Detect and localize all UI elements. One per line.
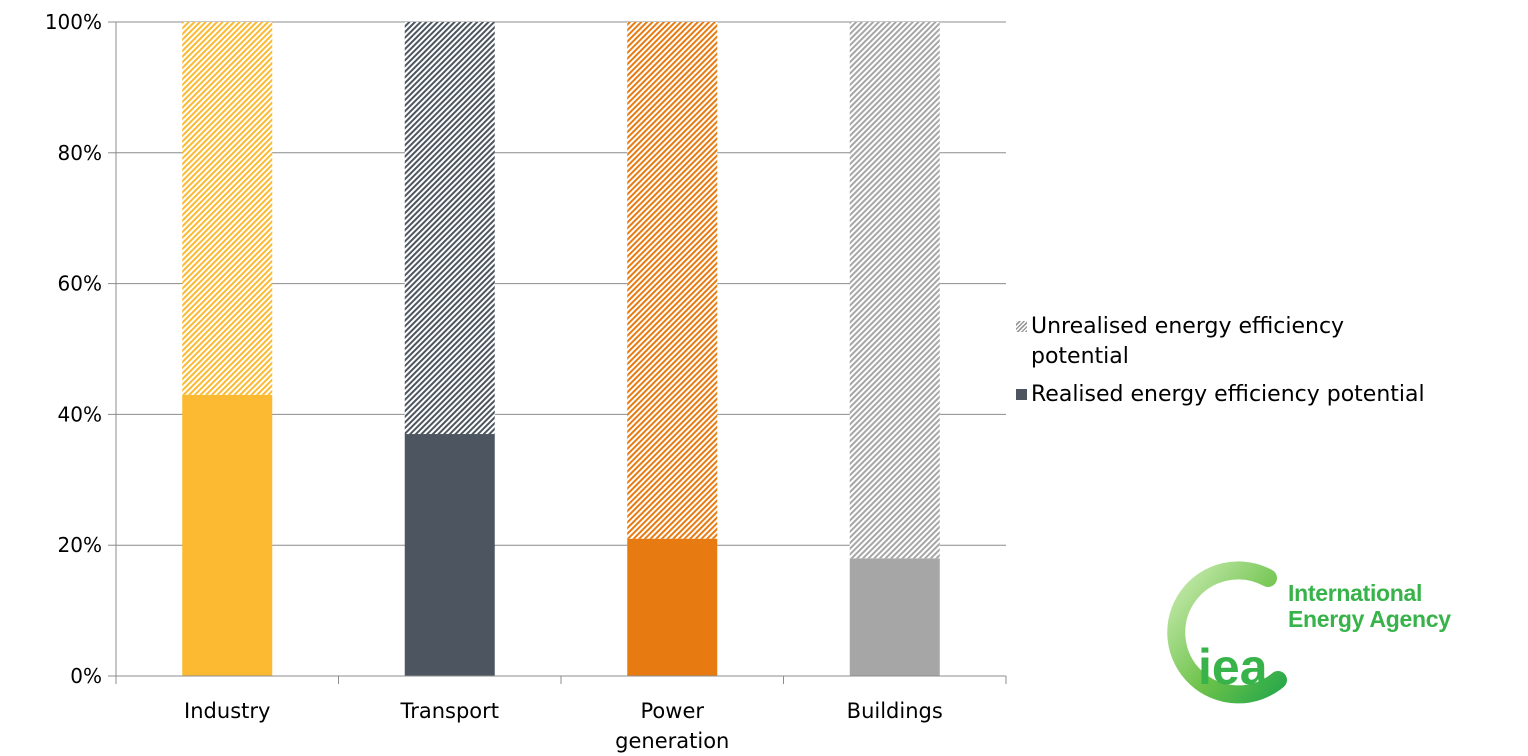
y-tick-label: 100% bbox=[45, 10, 102, 34]
iea-logo-name-line1: International bbox=[1288, 580, 1423, 606]
x-tick-label: Transport bbox=[399, 699, 499, 723]
bar-realised bbox=[627, 538, 718, 676]
legend-item-unrealised: Unrealised energy efficiency potential bbox=[1016, 312, 1436, 372]
bar-realised bbox=[182, 394, 273, 676]
legend-swatch-unrealised bbox=[1016, 321, 1027, 332]
legend-label-unrealised: Unrealised energy efficiency potential bbox=[1031, 314, 1345, 369]
y-tick-label: 20% bbox=[58, 533, 102, 557]
iea-logo-mark: iea bbox=[1167, 561, 1287, 704]
iea-logo-name: International Energy Agency bbox=[1288, 580, 1451, 632]
bar-unrealised bbox=[182, 22, 273, 395]
y-tick-label: 80% bbox=[58, 141, 102, 165]
legend-swatch-realised bbox=[1016, 389, 1027, 400]
x-tick-label: Power generation bbox=[615, 699, 729, 753]
bar-unrealised bbox=[404, 22, 495, 435]
legend-item-realised: Realised energy efficiency potential bbox=[1016, 380, 1436, 410]
bar-unrealised bbox=[627, 22, 718, 539]
legend-label-realised: Realised energy efficiency potential bbox=[1031, 382, 1425, 407]
iea-logo-name-line2: Energy Agency bbox=[1288, 606, 1451, 632]
bar-unrealised bbox=[849, 22, 940, 559]
axes bbox=[108, 21, 1007, 684]
iea-logo: iea International Energy Agency bbox=[1160, 560, 1528, 712]
legend: Unrealised energy efficiency potential R… bbox=[1016, 312, 1436, 418]
bar-realised bbox=[404, 434, 495, 676]
y-tick-label: 0% bbox=[70, 664, 102, 688]
y-tick-label: 60% bbox=[58, 272, 102, 296]
y-tick-label: 40% bbox=[58, 402, 102, 426]
iea-logo-lettering: iea bbox=[1198, 639, 1269, 695]
bars bbox=[182, 22, 940, 676]
tick-labels: 0% 20% 40% 60% 80% 100% Industry Transport Power… bbox=[45, 10, 943, 753]
x-tick-label: Industry bbox=[184, 699, 270, 723]
bar-realised bbox=[849, 558, 940, 676]
x-tick-label: Buildings bbox=[847, 699, 943, 723]
